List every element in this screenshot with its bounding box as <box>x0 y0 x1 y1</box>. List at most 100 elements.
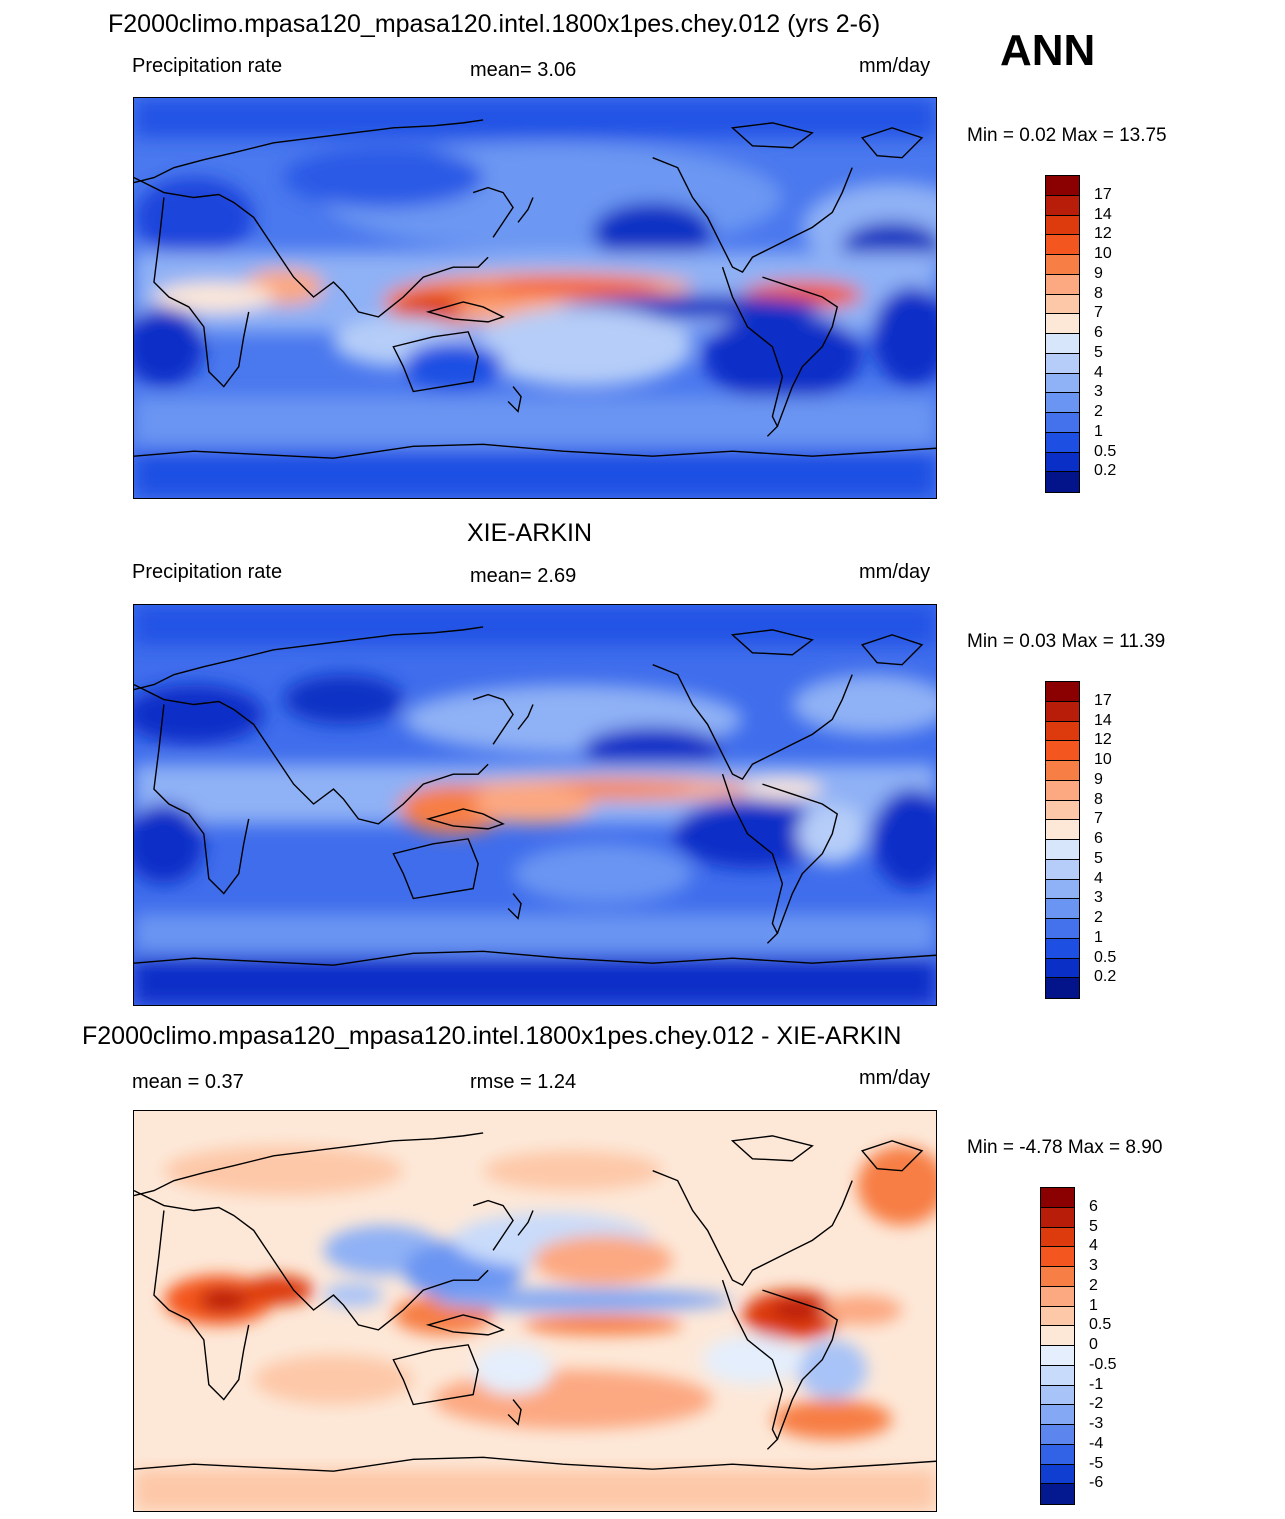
colorbar-tick-label: 8 <box>1094 790 1103 808</box>
units-label-model: mm/day <box>859 55 931 77</box>
minmax-model: Min = 0.02 Max = 13.75 <box>967 125 1167 146</box>
colorbar-tick-label: -6 <box>1089 1474 1104 1492</box>
colorbar-tick-label: 9 <box>1094 264 1103 282</box>
colorbar-cell <box>1046 820 1079 840</box>
colorbar-cell <box>1041 1326 1074 1346</box>
colorbar-tick-label: 1 <box>1094 422 1103 440</box>
colorbar-tick-label: 17 <box>1094 185 1112 203</box>
colorbar-tick-label: 1 <box>1094 928 1103 946</box>
colorbar-tick-label: 0.2 <box>1094 462 1117 480</box>
colorbar-tick-label: 0.5 <box>1094 948 1117 966</box>
colorbar-cell <box>1046 393 1079 413</box>
colorbar-cell <box>1041 1227 1074 1248</box>
colorbar-cell <box>1046 413 1079 433</box>
colorbar-tick-label: 12 <box>1094 225 1112 243</box>
panel-title-model: F2000climo.mpasa120_mpasa120.intel.1800x… <box>108 10 881 38</box>
colorbar-cell <box>1046 215 1079 236</box>
colorbar-cell <box>1046 761 1079 781</box>
colorbar-cell <box>1041 1267 1074 1287</box>
colorbar-tick-label: 2 <box>1094 403 1103 420</box>
colorbar-tick-label: 12 <box>1094 731 1112 749</box>
precip-map-obs <box>133 604 937 1006</box>
colorbar-tick-label: 0 <box>1089 1336 1098 1353</box>
colorbar-tick-label: 14 <box>1094 711 1112 729</box>
colorbar-cell <box>1046 195 1079 216</box>
colorbar-tick-label: 4 <box>1094 869 1103 887</box>
colorbar-model <box>1045 175 1080 493</box>
colorbar-cell <box>1041 1405 1074 1425</box>
colorbar-tick-label: 2 <box>1089 1276 1098 1294</box>
colorbar-obs <box>1045 681 1080 999</box>
colorbar-tick-label: 3 <box>1094 889 1103 907</box>
colorbar-cell <box>1041 1385 1074 1406</box>
colorbar-cell <box>1046 452 1079 473</box>
field-label-obs: Precipitation rate <box>132 561 283 583</box>
colorbar-cell <box>1046 800 1079 821</box>
colorbar-cell <box>1046 255 1079 275</box>
colorbar-cell <box>1041 1365 1074 1386</box>
colorbar-tick-label: 5 <box>1094 343 1103 361</box>
colorbar-cell <box>1046 919 1079 939</box>
colorbar-cell <box>1046 353 1079 374</box>
colorbar-tick-label: 3 <box>1089 1257 1098 1274</box>
colorbar-cell <box>1046 235 1079 255</box>
colorbar-cell <box>1046 721 1079 742</box>
colorbar-cell <box>1041 1346 1074 1366</box>
colorbar-cell <box>1046 294 1079 315</box>
colorbar-tick-label: -3 <box>1089 1415 1104 1432</box>
colorbar-tick-label: 6 <box>1089 1197 1098 1215</box>
colorbar-cell <box>1046 958 1079 979</box>
colorbar-cell <box>1046 176 1079 196</box>
colorbar-cell <box>1046 472 1079 492</box>
colorbar-cell <box>1041 1484 1074 1504</box>
colorbar-cell <box>1046 938 1079 959</box>
colorbar-cell <box>1041 1425 1074 1445</box>
colorbar-tick-label: 0.5 <box>1089 1316 1112 1334</box>
minmax-obs: Min = 0.03 Max = 11.39 <box>967 631 1166 652</box>
colorbar-tick-label: 6 <box>1094 830 1103 847</box>
colorbar-tick-label: 0.2 <box>1094 968 1117 986</box>
minmax-diff: Min = -4.78 Max = 8.90 <box>967 1137 1163 1158</box>
colorbar-cell <box>1041 1247 1074 1267</box>
colorbar-tick-label: -2 <box>1089 1395 1104 1413</box>
colorbar-cell <box>1041 1188 1074 1208</box>
units-label-obs: mm/day <box>859 561 931 583</box>
colorbar-tick-label: 7 <box>1094 810 1103 828</box>
colorbar-cell <box>1041 1464 1074 1485</box>
colorbar-cell <box>1046 314 1079 334</box>
colorbar-tick-label: 4 <box>1089 1237 1098 1255</box>
mean-label-diff: mean = 0.37 <box>132 1071 244 1093</box>
colorbar-tick-label: 7 <box>1094 304 1103 322</box>
colorbar-tick-label: -5 <box>1089 1454 1104 1472</box>
colorbar-cell <box>1046 373 1079 394</box>
colorbar-cell <box>1046 780 1079 801</box>
colorbar-cell <box>1046 840 1079 860</box>
colorbar-tick-label: 10 <box>1094 245 1112 262</box>
colorbar-cell <box>1046 334 1079 354</box>
colorbar-tick-label: 6 <box>1094 324 1103 341</box>
rmse-label-diff: rmse = 1.24 <box>470 1071 577 1093</box>
colorbar-tick-label: 5 <box>1089 1217 1098 1235</box>
colorbar-tick-label: 9 <box>1094 770 1103 788</box>
panel-title-diff: F2000climo.mpasa120_mpasa120.intel.1800x… <box>82 1022 902 1050</box>
colorbar-cell <box>1041 1306 1074 1327</box>
colorbar-cell <box>1046 899 1079 919</box>
colorbar-tick-label: 4 <box>1094 363 1103 381</box>
panel-title-obs: XIE-ARKIN <box>467 519 593 547</box>
colorbar-tick-label: 14 <box>1094 205 1112 223</box>
colorbar-cell <box>1046 682 1079 702</box>
colorbar-cell <box>1046 978 1079 998</box>
mean-label-obs: mean= 2.69 <box>470 565 577 587</box>
colorbar-tick-label: 1 <box>1089 1296 1098 1314</box>
colorbar-cell <box>1046 879 1079 900</box>
colorbar-tick-label: 17 <box>1094 691 1112 709</box>
colorbar-cell <box>1041 1444 1074 1465</box>
season-label: ANN <box>1000 26 1096 75</box>
mean-label-model: mean= 3.06 <box>470 59 577 81</box>
colorbar-tick-label: 0.5 <box>1094 442 1117 460</box>
precip-map-model <box>133 97 937 499</box>
field-label-model: Precipitation rate <box>132 55 283 77</box>
colorbar-cell <box>1046 859 1079 880</box>
colorbar-cell <box>1046 274 1079 295</box>
colorbar-tick-label: 5 <box>1094 849 1103 867</box>
